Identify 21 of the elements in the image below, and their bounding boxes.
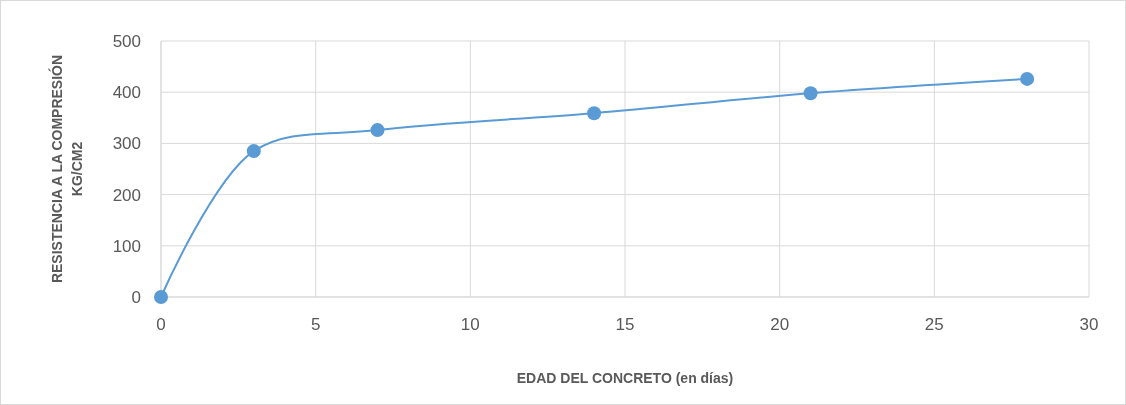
- x-tick-label: 25: [924, 315, 944, 334]
- point: [803, 86, 818, 101]
- x-tick-label: 0: [156, 315, 166, 334]
- y-tick-label: 100: [112, 236, 141, 256]
- point: [1020, 71, 1035, 86]
- y-tick-label: 200: [112, 185, 141, 205]
- y-tick-label: 400: [112, 83, 141, 103]
- point: [587, 106, 602, 121]
- x-axis-title: EDAD DEL CONCRETO (en días): [516, 370, 734, 386]
- x-tick-label: 20: [770, 315, 790, 334]
- y-tick-label: 300: [112, 134, 141, 154]
- point: [370, 123, 385, 138]
- point: [154, 290, 168, 304]
- y-tick-label: 500: [112, 31, 141, 51]
- y-axis-title: RESISTENCIA A LA COMPRESIÓN KG/CM2: [48, 54, 85, 284]
- y-tick-label: 0: [131, 287, 141, 307]
- x-tick-label: 15: [615, 315, 635, 334]
- x-tick-label: 10: [460, 315, 480, 334]
- x-tick-label: 30: [1079, 315, 1099, 334]
- x-tick-label: 5: [310, 315, 321, 334]
- point: [246, 144, 261, 159]
